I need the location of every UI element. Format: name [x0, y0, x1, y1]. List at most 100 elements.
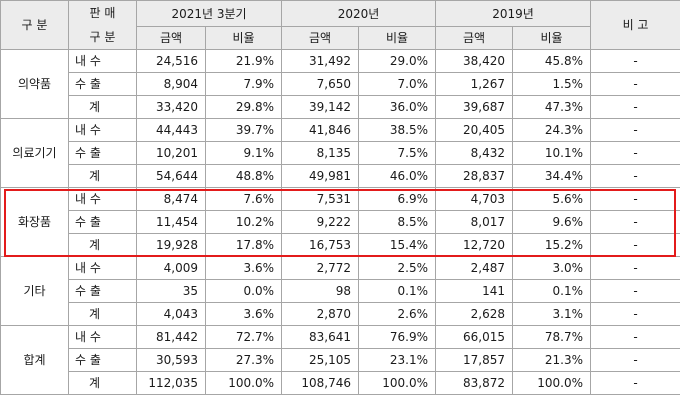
header-amount: 금액 [281, 26, 360, 50]
ratio-cell: 76.9% [358, 325, 437, 349]
ratio-cell: 7.0% [358, 72, 437, 96]
remark-cell: - [590, 348, 680, 372]
table-row: 수 출 11,454 10.2% 9,222 8.5% 8,017 9.6% - [1, 210, 680, 234]
ratio-cell: 34.4% [512, 164, 592, 188]
amount-cell: 20,405 [435, 118, 514, 142]
table-row: 계 33,420 29.8% 39,142 36.0% 39,687 47.3% - [1, 95, 680, 119]
remark-cell: - [590, 279, 680, 303]
table-header: 구 분 판 매 구 분 2021년 3분기 2020년 2019년 비 고 금액… [0, 0, 680, 50]
amount-cell: 8,017 [435, 210, 514, 234]
ratio-cell: 72.7% [204, 325, 283, 349]
header-period-2019: 2019년 [435, 0, 592, 28]
amount-cell: 38,420 [435, 49, 514, 73]
amount-cell: 41,846 [281, 118, 360, 142]
amount-cell: 8,135 [281, 141, 360, 165]
amount-cell: 8,474 [136, 187, 206, 211]
amount-cell: 39,142 [281, 95, 360, 119]
amount-cell: 7,531 [281, 187, 360, 211]
header-remark: 비 고 [590, 0, 680, 50]
table-row: 의약품 내 수 24,516 21.9% 31,492 29.0% 38,420 45.8% - [0, 49, 680, 119]
ratio-cell: 27.3% [204, 348, 283, 372]
ratio-cell: 3.6% [204, 256, 283, 280]
amount-cell: 11,454 [136, 210, 206, 234]
header-panmae-gubun: 구 분 [89, 30, 116, 44]
header-sales-type: 판 매 구 분 [68, 0, 137, 50]
remark-cell: - [590, 325, 680, 349]
table-row: 계 54,644 48.8% 49,981 46.0% 28,837 34.4% - [1, 164, 680, 188]
table-row: 계 4,043 3.6% 2,870 2.6% 2,628 3.1% - [1, 302, 680, 326]
header-panmae: 판 매 [89, 6, 116, 20]
amount-cell: 28,837 [435, 164, 514, 188]
ratio-cell: 10.2% [204, 210, 283, 234]
ratio-cell: 2.5% [358, 256, 437, 280]
amount-cell: 25,105 [281, 348, 360, 372]
ratio-cell: 47.3% [512, 95, 592, 119]
sales-type-cell: 계 [68, 233, 137, 257]
amount-cell: 2,870 [281, 302, 360, 326]
header-ratio: 비율 [358, 26, 437, 50]
amount-cell: 112,035 [136, 371, 206, 395]
remark-cell: - [590, 187, 680, 211]
ratio-cell: 5.6% [512, 187, 592, 211]
ratio-cell: 7.5% [358, 141, 437, 165]
amount-cell: 8,432 [435, 141, 514, 165]
header-period-2021q3: 2021년 3분기 [135, 0, 283, 28]
table-row: 수 출 10,201 9.1% 8,135 7.5% 8,432 10.1% - [1, 141, 680, 165]
amount-cell: 8,904 [136, 72, 206, 96]
remark-cell: - [590, 72, 680, 96]
ratio-cell: 100.0% [358, 371, 437, 395]
category-cell: 합계 [0, 325, 69, 395]
ratio-cell: 100.0% [204, 371, 283, 395]
ratio-cell: 15.2% [512, 233, 592, 257]
amount-cell: 17,857 [435, 348, 514, 372]
amount-cell: 7,650 [281, 72, 360, 96]
amount-cell: 10,201 [136, 141, 206, 165]
ratio-cell: 8.5% [358, 210, 437, 234]
ratio-cell: 0.1% [512, 279, 592, 303]
ratio-cell: 46.0% [358, 164, 437, 188]
amount-cell: 2,628 [435, 302, 514, 326]
table-row: 수 출 8,904 7.9% 7,650 7.0% 1,267 1.5% - [1, 72, 680, 96]
ratio-cell: 9.6% [512, 210, 592, 234]
header-amount: 금액 [435, 26, 514, 50]
ratio-cell: 10.1% [512, 141, 592, 165]
amount-cell: 35 [136, 279, 206, 303]
amount-cell: 4,703 [435, 187, 514, 211]
ratio-cell: 29.0% [358, 49, 437, 73]
remark-cell: - [590, 95, 680, 119]
ratio-cell: 6.9% [358, 187, 437, 211]
amount-cell: 39,687 [435, 95, 514, 119]
table-body: 의약품 내 수 24,516 21.9% 31,492 29.0% 38,420 45.8% -… [0, 49, 680, 395]
ratio-cell: 23.1% [358, 348, 437, 372]
header-period-2020: 2020년 [281, 0, 437, 28]
amount-cell: 108,746 [281, 371, 360, 395]
amount-cell: 4,009 [136, 256, 206, 280]
ratio-cell: 2.6% [358, 302, 437, 326]
amount-cell: 66,015 [435, 325, 514, 349]
sales-type-cell: 수 출 [68, 141, 137, 165]
amount-cell: 44,443 [136, 118, 206, 142]
remark-cell: - [590, 302, 680, 326]
ratio-cell: 78.7% [512, 325, 592, 349]
sales-type-cell: 계 [68, 164, 137, 188]
amount-cell: 33,420 [136, 95, 206, 119]
amount-cell: 24,516 [136, 49, 206, 73]
header-gubun: 구 분 [0, 0, 69, 50]
amount-cell: 83,872 [435, 371, 514, 395]
table-row: 계 112,035 100.0% 108,746 100.0% 83,872 100.0% - [1, 371, 680, 395]
table-row: 합계 내 수 81,442 72.7% 83,641 76.9% 66,015 78.7% - [0, 325, 680, 395]
amount-cell: 31,492 [281, 49, 360, 73]
ratio-cell: 7.6% [204, 187, 283, 211]
sales-type-cell: 계 [68, 371, 137, 395]
category-cell: 의약품 [0, 49, 69, 119]
ratio-cell: 21.9% [204, 49, 283, 73]
ratio-cell: 9.1% [204, 141, 283, 165]
amount-cell: 4,043 [136, 302, 206, 326]
sales-type-cell: 내 수 [68, 187, 137, 211]
amount-cell: 54,644 [136, 164, 206, 188]
sales-type-cell: 계 [68, 95, 137, 119]
ratio-cell: 39.7% [204, 118, 283, 142]
ratio-cell: 15.4% [358, 233, 437, 257]
header-ratio: 비율 [204, 26, 283, 50]
ratio-cell: 48.8% [204, 164, 283, 188]
